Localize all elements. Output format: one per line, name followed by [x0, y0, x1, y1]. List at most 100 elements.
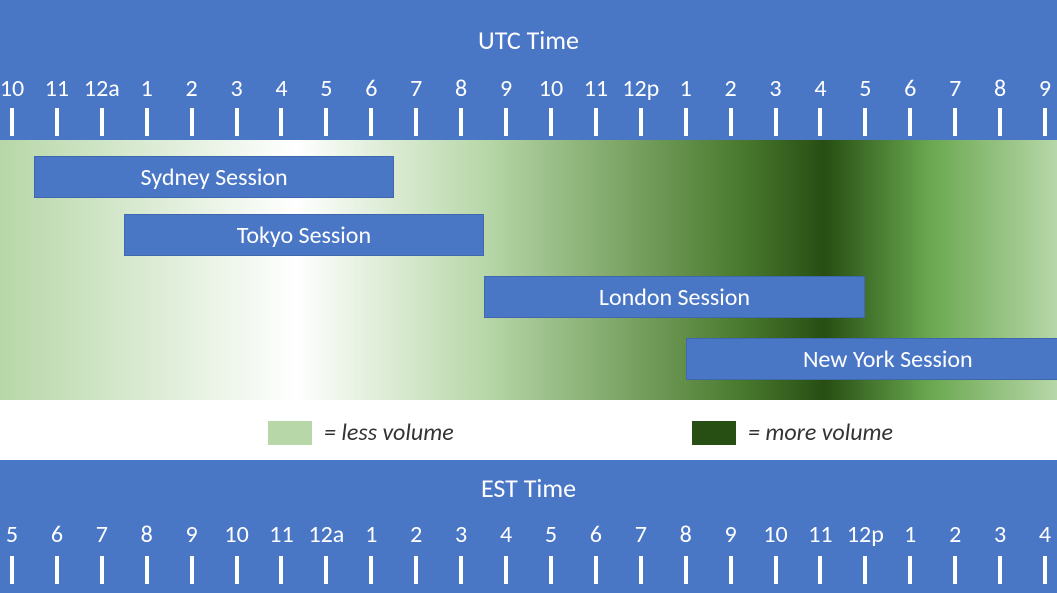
utc-hour-label: 9 — [1039, 74, 1051, 103]
est-tick — [774, 556, 778, 584]
utc-tick — [863, 108, 867, 136]
est-hour-label: 5 — [6, 520, 18, 549]
est-tick — [729, 556, 733, 584]
est-tick — [1043, 556, 1047, 584]
utc-tick — [729, 108, 733, 136]
utc-axis-ticks — [0, 108, 1057, 136]
est-tick — [639, 556, 643, 584]
utc-hour-label: 6 — [365, 74, 377, 103]
utc-tick — [235, 108, 239, 136]
est-hour-label: 7 — [635, 520, 647, 549]
session-label: Sydney Session — [141, 163, 288, 192]
legend-swatch — [692, 421, 736, 445]
session-label: Tokyo Session — [237, 221, 371, 250]
est-tick — [998, 556, 1002, 584]
utc-hour-label: 5 — [859, 74, 871, 103]
session-label: London Session — [599, 283, 750, 312]
est-tick — [549, 556, 553, 584]
utc-tick — [324, 108, 328, 136]
est-hour-label: 6 — [51, 520, 63, 549]
legend-text: = less volume — [324, 418, 454, 447]
est-tick — [279, 556, 283, 584]
utc-hour-label: 7 — [949, 74, 961, 103]
utc-tick — [684, 108, 688, 136]
utc-tick — [145, 108, 149, 136]
utc-tick — [774, 108, 778, 136]
est-tick — [10, 556, 14, 584]
est-hour-label: 4 — [1039, 520, 1051, 549]
utc-hour-label: 7 — [410, 74, 422, 103]
legend-row: = less volume = more volume — [0, 400, 1057, 460]
est-tick — [369, 556, 373, 584]
est-axis-title: EST Time — [0, 472, 1057, 504]
utc-tick — [594, 108, 598, 136]
utc-tick — [639, 108, 643, 136]
est-axis-labels: 56789101112a123456789101112p1234 — [0, 520, 1057, 556]
utc-hour-label: 11 — [584, 74, 608, 103]
utc-tick — [818, 108, 822, 136]
utc-hour-label: 10 — [0, 74, 24, 103]
utc-hour-label: 1 — [680, 74, 692, 103]
utc-hour-label: 1 — [141, 74, 153, 103]
utc-axis-labels: 101112a123456789101112p123456789 — [0, 74, 1057, 108]
utc-tick — [953, 108, 957, 136]
est-tick — [863, 556, 867, 584]
legend-item: = more volume — [692, 418, 893, 447]
utc-tick — [279, 108, 283, 136]
utc-hour-label: 10 — [539, 74, 563, 103]
est-tick — [594, 556, 598, 584]
est-axis-band: EST Time 56789101112a123456789101112p123… — [0, 460, 1057, 593]
est-tick — [414, 556, 418, 584]
sessions-area: Sydney Session Tokyo Session London Sessio… — [0, 140, 1057, 400]
est-hour-label: 5 — [545, 520, 557, 549]
utc-hour-label: 2 — [186, 74, 198, 103]
utc-tick — [504, 108, 508, 136]
est-hour-label: 4 — [500, 520, 512, 549]
utc-hour-label: 11 — [45, 74, 69, 103]
utc-hour-label: 6 — [904, 74, 916, 103]
est-hour-label: 6 — [590, 520, 602, 549]
session-bar: Tokyo Session — [124, 214, 483, 256]
utc-hour-label: 9 — [500, 74, 512, 103]
utc-tick — [10, 108, 14, 136]
est-tick — [684, 556, 688, 584]
est-hour-label: 10 — [224, 520, 248, 549]
est-tick — [324, 556, 328, 584]
session-bar: London Session — [484, 276, 866, 318]
est-hour-label: 11 — [808, 520, 832, 549]
est-hour-label: 11 — [269, 520, 293, 549]
utc-hour-label: 2 — [725, 74, 737, 103]
utc-tick — [459, 108, 463, 136]
legend-text: = more volume — [748, 418, 893, 447]
utc-tick — [908, 108, 912, 136]
utc-tick — [414, 108, 418, 136]
utc-tick — [1043, 108, 1047, 136]
est-hour-label: 2 — [949, 520, 961, 549]
utc-hour-label: 4 — [275, 74, 287, 103]
utc-hour-label: 4 — [814, 74, 826, 103]
est-hour-label: 2 — [410, 520, 422, 549]
est-tick — [55, 556, 59, 584]
utc-hour-label: 5 — [320, 74, 332, 103]
utc-hour-label: 8 — [994, 74, 1006, 103]
session-label: New York Session — [803, 345, 973, 374]
est-hour-label: 3 — [994, 520, 1006, 549]
utc-tick — [998, 108, 1002, 136]
utc-hour-label: 12p — [622, 74, 659, 103]
est-tick — [459, 556, 463, 584]
est-tick — [235, 556, 239, 584]
est-hour-label: 3 — [455, 520, 467, 549]
utc-axis-band: UTC Time 101112a123456789101112p12345678… — [0, 0, 1057, 140]
utc-hour-label: 12a — [84, 74, 120, 103]
est-hour-label: 9 — [725, 520, 737, 549]
utc-axis-title: UTC Time — [0, 24, 1057, 56]
est-axis-ticks — [0, 556, 1057, 584]
est-hour-label: 1 — [365, 520, 377, 549]
utc-tick — [55, 108, 59, 136]
est-hour-label: 12p — [847, 520, 884, 549]
est-hour-label: 7 — [96, 520, 108, 549]
est-hour-label: 10 — [763, 520, 787, 549]
utc-hour-label: 3 — [769, 74, 781, 103]
forex-sessions-chart: UTC Time 101112a123456789101112p12345678… — [0, 0, 1057, 593]
session-bar: New York Session — [686, 338, 1057, 380]
